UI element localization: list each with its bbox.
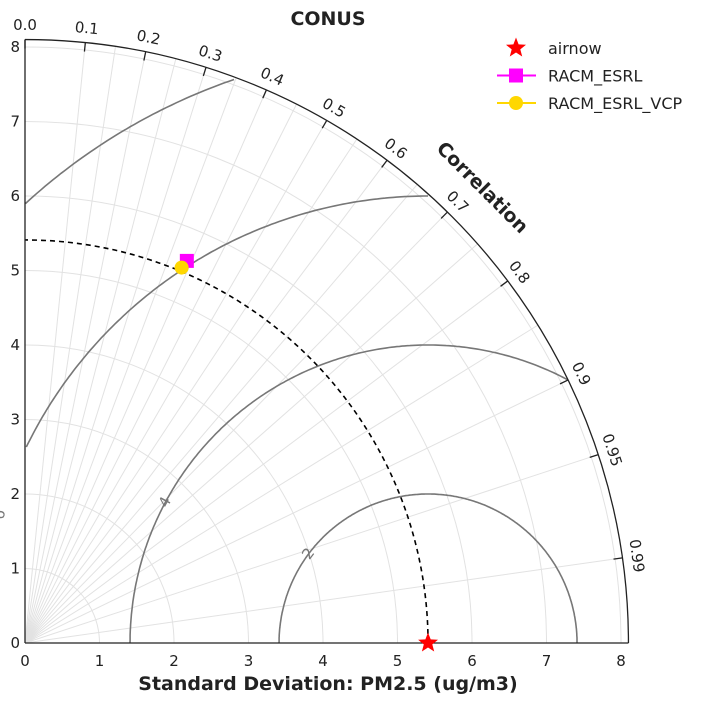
- correlation-grid-line: [24, 379, 569, 644]
- y-tick-label: 1: [10, 560, 20, 578]
- std-grid-arc: [24, 270, 398, 644]
- x-tick-label: 0: [20, 652, 30, 670]
- correlation-grid-line: [24, 89, 267, 644]
- correlation-axis-arc: [24, 38, 630, 644]
- y-tick-label: 7: [10, 113, 20, 131]
- correlation-tick-label: 0.5: [319, 94, 349, 122]
- std-grid-arc: [24, 344, 324, 644]
- correlation-tick-mark: [500, 280, 509, 287]
- correlation-tick-mark: [83, 42, 86, 52]
- correlation-tick-mark: [381, 159, 388, 168]
- std-grid-arc: [24, 493, 175, 644]
- std-grid-arc: [24, 419, 249, 644]
- rms-contour: [24, 78, 235, 205]
- correlation-tick-label: 0.2: [135, 26, 162, 48]
- rms-contour: [129, 344, 569, 644]
- correlation-tick-label: 0.95: [598, 431, 626, 468]
- y-tick-label: 3: [10, 411, 20, 429]
- std-grid-arc: [24, 121, 547, 644]
- legend-label: RACM_ESRL_VCP: [548, 94, 683, 114]
- y-tick-label: 4: [10, 336, 20, 354]
- y-tick-label: 0: [10, 634, 20, 652]
- correlation-tick-label: 0.4: [258, 64, 287, 90]
- x-tick-label: 1: [95, 652, 105, 670]
- reference-std-arc: [24, 239, 429, 644]
- correlation-minor-grid-line: [24, 103, 297, 644]
- legend-marker: [506, 37, 526, 57]
- correlation-tick-mark: [440, 211, 448, 219]
- x-tick-label: 3: [244, 652, 254, 670]
- correlation-grid-line: [24, 280, 509, 644]
- correlation-tick-label: 0.1: [74, 18, 100, 38]
- axes: [24, 38, 630, 644]
- data-points: [174, 253, 438, 652]
- x-axis-label: Standard Deviation: PM2.5 (ug/m3): [138, 673, 517, 695]
- correlation-minor-grid-line: [24, 77, 237, 644]
- correlation-tick-label: 0.3: [196, 41, 224, 65]
- correlation-grid-line: [24, 120, 328, 644]
- correlation-grid-line: [24, 67, 207, 644]
- chart-title: CONUS: [290, 8, 365, 30]
- correlation-minor-grid-line: [24, 184, 418, 644]
- correlation-tick-mark: [202, 67, 207, 77]
- legend-marker: [509, 96, 523, 110]
- y-tick-label: 2: [10, 485, 20, 503]
- y-tick-label: 8: [10, 38, 20, 56]
- rms-contours: 2468: [0, 78, 578, 644]
- correlation-grid-line: [24, 211, 448, 644]
- correlation-minor-grid-line: [24, 324, 539, 644]
- correlation-grid-line: [24, 159, 388, 644]
- correlation-tick-mark: [589, 453, 599, 459]
- legend-label: airnow: [548, 39, 602, 58]
- correlation-tick-label: 0.0: [13, 16, 37, 34]
- correlation-grid-line: [24, 557, 623, 644]
- x-tick-label: 7: [542, 652, 552, 670]
- correlation-minor-grid-line: [24, 138, 358, 644]
- rms-contour-label: 6: [0, 507, 9, 521]
- x-tick-label: 4: [318, 652, 328, 670]
- legend-label: RACM_ESRL: [548, 67, 642, 87]
- std-grid-arc: [24, 46, 622, 644]
- correlation-axis-label: Correlation: [432, 138, 533, 239]
- correlation-tick-mark: [321, 120, 328, 129]
- x-tick-label: 5: [393, 652, 403, 670]
- correlation-tick-label: 0.9: [568, 359, 595, 388]
- y-tick-label: 6: [10, 187, 20, 205]
- correlation-minor-grid-line: [24, 58, 177, 644]
- correlation-tick-mark: [613, 557, 623, 560]
- x-tick-label: 8: [616, 652, 626, 670]
- grid-layer: [24, 39, 623, 644]
- legend: airnow RACM_ESRL RACM_ESRL_VCP: [497, 37, 683, 114]
- correlation-tick-label: 0.99: [626, 538, 649, 574]
- y-tick-label: 5: [10, 262, 20, 280]
- x-tick-label: 2: [169, 652, 179, 670]
- std-grid-arc: [24, 195, 473, 644]
- correlation-tick-mark: [143, 51, 147, 61]
- rms-contour: [25, 195, 428, 448]
- correlation-tick-mark: [559, 379, 569, 385]
- x-tick-label: 6: [467, 652, 477, 670]
- correlation-grid-line: [24, 51, 147, 644]
- legend-marker: [509, 68, 523, 83]
- correlation-tick-mark: [262, 89, 267, 99]
- rms-contour: [278, 493, 578, 644]
- correlation-grid-line: [24, 42, 86, 644]
- data-point-racm-esrl-vcp: [174, 260, 189, 275]
- data-point-airnow: [418, 632, 438, 652]
- correlation-minor-grid-line: [24, 243, 478, 644]
